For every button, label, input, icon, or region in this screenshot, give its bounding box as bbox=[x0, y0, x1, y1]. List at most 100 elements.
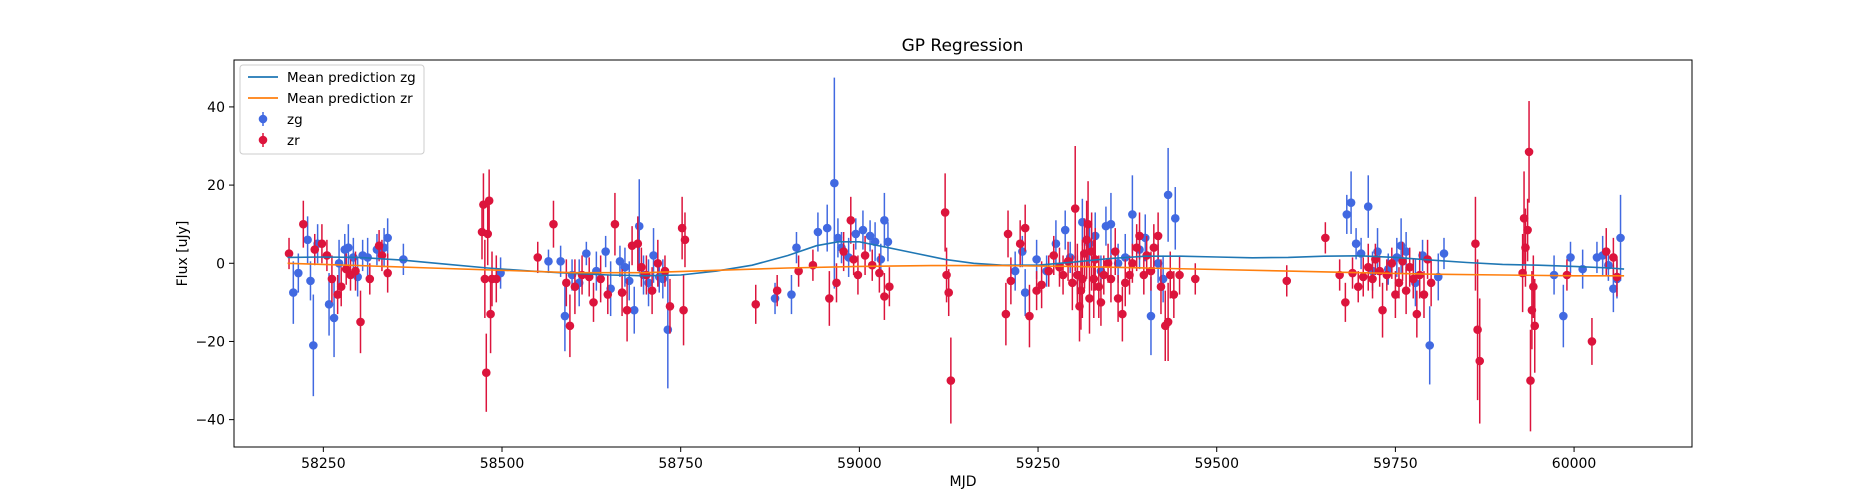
zr-point bbox=[1089, 274, 1099, 284]
zg-point bbox=[880, 215, 889, 225]
zr-point bbox=[1128, 258, 1137, 268]
zg-point bbox=[663, 325, 673, 335]
zr-point bbox=[1149, 243, 1159, 252]
zr-point bbox=[610, 219, 620, 229]
y-tick-label: 20 bbox=[207, 178, 225, 194]
zg-point bbox=[1146, 311, 1156, 321]
x-tick-label: 59500 bbox=[1194, 456, 1239, 472]
zr-point bbox=[1169, 290, 1179, 299]
zg-point bbox=[1373, 247, 1382, 256]
zr-point bbox=[1401, 286, 1411, 295]
zg-point bbox=[1425, 341, 1435, 350]
zr-point bbox=[1015, 239, 1025, 249]
zr-point bbox=[1473, 325, 1482, 335]
zg-point bbox=[1051, 239, 1061, 249]
zr-series bbox=[284, 101, 1622, 432]
x-tick-label: 59000 bbox=[837, 456, 882, 472]
zr-point bbox=[751, 300, 761, 309]
legend-marker-swatch bbox=[258, 135, 268, 145]
zg-point bbox=[1616, 233, 1625, 243]
zg-point bbox=[830, 178, 839, 188]
zr-point bbox=[617, 288, 627, 297]
zr-point bbox=[1358, 272, 1368, 282]
chart-title: GP Regression bbox=[902, 36, 1024, 56]
zr-point bbox=[310, 245, 320, 254]
zr-point bbox=[772, 286, 782, 295]
zr-point bbox=[853, 270, 863, 280]
zr-point bbox=[846, 215, 856, 225]
zr-point bbox=[1612, 272, 1622, 282]
mean-prediction-lines bbox=[287, 241, 1625, 277]
zg-point bbox=[629, 305, 639, 315]
zr-point bbox=[1055, 262, 1064, 272]
y-tick-label: 0 bbox=[216, 256, 225, 272]
zg-point bbox=[383, 233, 392, 243]
zg-point bbox=[615, 257, 625, 266]
zr-point bbox=[484, 196, 494, 206]
zr-point bbox=[1163, 317, 1173, 327]
zg-point bbox=[309, 341, 318, 350]
zg-point bbox=[1609, 284, 1618, 293]
legend: Mean prediction zg Mean prediction zr zg zr bbox=[239, 64, 425, 155]
zr-point bbox=[383, 268, 392, 278]
legend-label: zr bbox=[287, 133, 300, 149]
zr-point bbox=[562, 278, 571, 288]
zr-point bbox=[1368, 274, 1377, 284]
legend-label: Mean prediction zr bbox=[287, 91, 413, 107]
zg-point bbox=[883, 237, 893, 247]
zr-point bbox=[483, 229, 493, 239]
zr-point bbox=[365, 274, 375, 284]
zg-point bbox=[833, 233, 843, 243]
zr-point bbox=[1025, 311, 1034, 321]
zr-point bbox=[1321, 233, 1330, 243]
zr-point bbox=[1521, 243, 1530, 252]
zr-point bbox=[1530, 321, 1540, 331]
zr-point bbox=[351, 266, 360, 276]
x-tick-label: 58500 bbox=[480, 456, 525, 472]
zg-point bbox=[1020, 288, 1030, 297]
zr-point bbox=[1082, 235, 1091, 245]
zg-point bbox=[560, 311, 570, 321]
zr-point bbox=[1378, 305, 1387, 315]
zg-point bbox=[294, 268, 303, 278]
zr-point bbox=[860, 251, 870, 260]
zg-point bbox=[1342, 210, 1352, 219]
zr-point bbox=[1049, 251, 1059, 260]
zr-point bbox=[1394, 278, 1404, 288]
zg-point bbox=[1106, 219, 1116, 229]
zr-point bbox=[1398, 257, 1407, 266]
zr-point bbox=[867, 260, 877, 270]
zr-point bbox=[849, 255, 858, 264]
zg-point bbox=[1439, 249, 1449, 258]
zr-point bbox=[1063, 257, 1073, 266]
zr-point bbox=[647, 286, 657, 295]
zg-point bbox=[1128, 210, 1137, 219]
zr-point bbox=[480, 274, 490, 284]
x-axis: 58250 58500 58750 59000 59250 59500 59750 60000 bbox=[301, 447, 1596, 472]
y-axis: −40 −20 0 20 40 bbox=[195, 100, 234, 429]
zr-point bbox=[653, 258, 663, 268]
zg-point bbox=[1032, 255, 1041, 264]
zg-point bbox=[770, 294, 780, 303]
zr-point bbox=[1003, 229, 1013, 239]
zg-point bbox=[1363, 202, 1373, 211]
zr-point bbox=[533, 253, 543, 262]
zr-point bbox=[1471, 239, 1480, 249]
zr-point bbox=[565, 321, 575, 331]
zg-point bbox=[1401, 247, 1411, 256]
y-axis-label: Flux [uJy] bbox=[175, 221, 191, 287]
zr-point bbox=[1165, 270, 1175, 280]
zr-point bbox=[327, 274, 337, 284]
zr-point bbox=[940, 208, 950, 217]
zg-point bbox=[306, 276, 315, 286]
zg-point bbox=[344, 243, 353, 252]
zr-point bbox=[1415, 270, 1424, 280]
zr-point bbox=[1529, 282, 1538, 292]
zr-point bbox=[1083, 219, 1093, 229]
x-tick-label: 58750 bbox=[658, 456, 703, 472]
zr-point bbox=[794, 266, 803, 276]
zr-point bbox=[570, 282, 580, 292]
zr-point bbox=[946, 376, 956, 385]
zg-point bbox=[1346, 198, 1356, 207]
zr-point bbox=[1032, 286, 1041, 295]
